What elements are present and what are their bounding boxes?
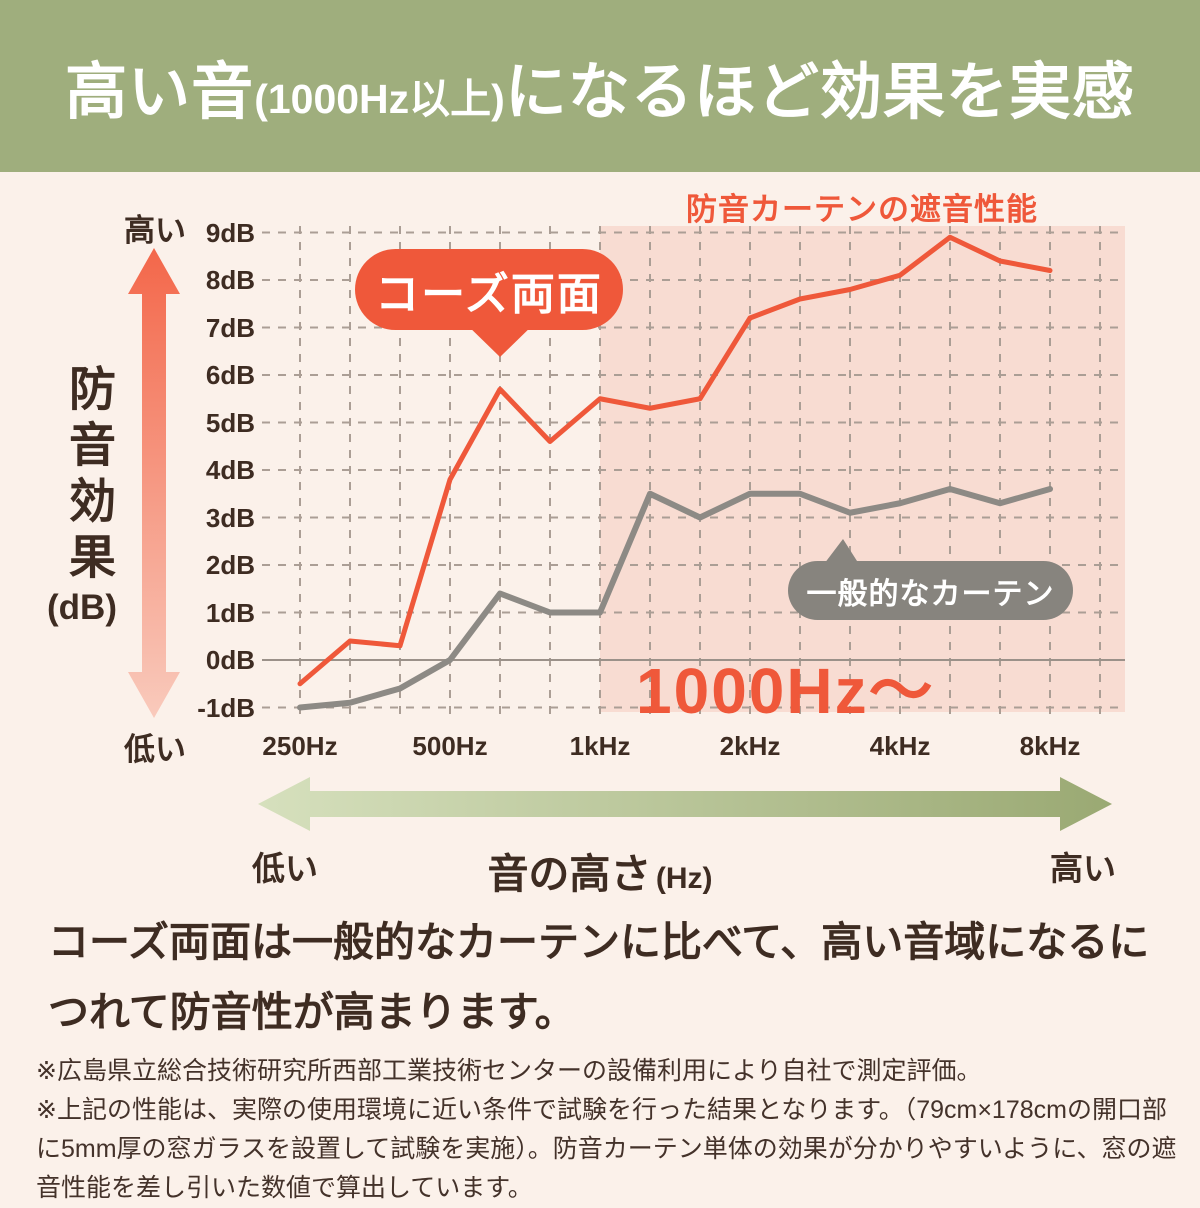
page-title-parenthetical: (1000Hz以上) <box>254 76 505 122</box>
y-tick-label: 4dB <box>205 455 255 485</box>
page-title-rest: になるほど効果を実感 <box>504 58 1135 127</box>
y-tick-label: 8dB <box>205 265 255 295</box>
x-tick-label: 250Hz <box>262 731 338 761</box>
footnote-1: ※広島県立総合技術研究所西部工業技術センターの設備利用により自社で測定評価。 <box>36 1057 982 1085</box>
y-axis-unit: (dB) <box>47 588 117 627</box>
y-tick-label: 3dB <box>205 502 255 533</box>
series-label-bubble-courz: コーズ両面 <box>355 249 623 330</box>
highlight-region-label: 1000Hz〜 <box>636 655 935 727</box>
x-tick-label: 2kHz <box>719 731 781 761</box>
y-tick-label: 7dB <box>205 312 255 343</box>
y-axis-low-label: 低い <box>124 732 186 767</box>
y-tick-label: 5dB <box>205 407 255 438</box>
y-tick-label: 9dB <box>205 217 255 248</box>
y-axis-high-label: 高い <box>124 213 186 248</box>
series-label-bubble-general: 一般的なカーテン <box>788 561 1073 620</box>
x-arrow-low-label: 低い <box>252 850 318 887</box>
y-tick-label: 1dB <box>205 597 255 628</box>
y-axis-arrow <box>128 248 180 718</box>
x-tick-label: 8kHz <box>1019 731 1081 761</box>
chart-title: 防音カーテンの遮音性能 <box>686 192 1038 227</box>
series-line-general <box>297 486 1053 711</box>
x-tick-label: 1kHz <box>569 731 631 761</box>
page-title: 高い音 (1000Hz以上) になるほど効果を実感 <box>65 41 1135 131</box>
footnote-2: ※上記の性能は、実際の使用環境に近い条件で試験を行った結果となります。（79cm… <box>36 1096 1177 1202</box>
x-arrow-title: 音の高さ (Hz) <box>0 840 1200 900</box>
header-banner: 高い音 (1000Hz以上) になるほど効果を実感 <box>0 0 1200 172</box>
page-title-main: 高い音 <box>65 58 255 127</box>
y-tick-label: 0dB <box>205 645 255 675</box>
y-tick-label: 6dB <box>205 360 255 390</box>
x-arrow-title-text: 音の高さ <box>487 851 652 897</box>
x-arrow-high-label: 高い <box>1050 850 1116 887</box>
description-paragraph: コーズ両面は一般的なカーテンに比べて、高い音域になるに つれて防音性が高まります… <box>48 919 1150 1035</box>
series-label-courz: コーズ両面 <box>375 269 603 319</box>
series-line-courz <box>297 234 1053 687</box>
y-tick-label: 2dB <box>205 550 255 580</box>
y-tick-label: -1dB <box>197 692 255 723</box>
footnotes: ※広島県立総合技術研究所西部工業技術センターの設備利用により自社で測定評価。 ※… <box>36 1052 1186 1208</box>
x-arrow-unit: (Hz) <box>655 862 713 895</box>
x-tick-label: 4kHz <box>869 731 931 761</box>
series-label-general: 一般的なカーテン <box>806 577 1055 611</box>
x-tick-label: 500Hz <box>412 731 488 761</box>
y-axis-name: 防音効果 <box>62 364 115 588</box>
x-axis-arrow <box>258 777 1112 831</box>
